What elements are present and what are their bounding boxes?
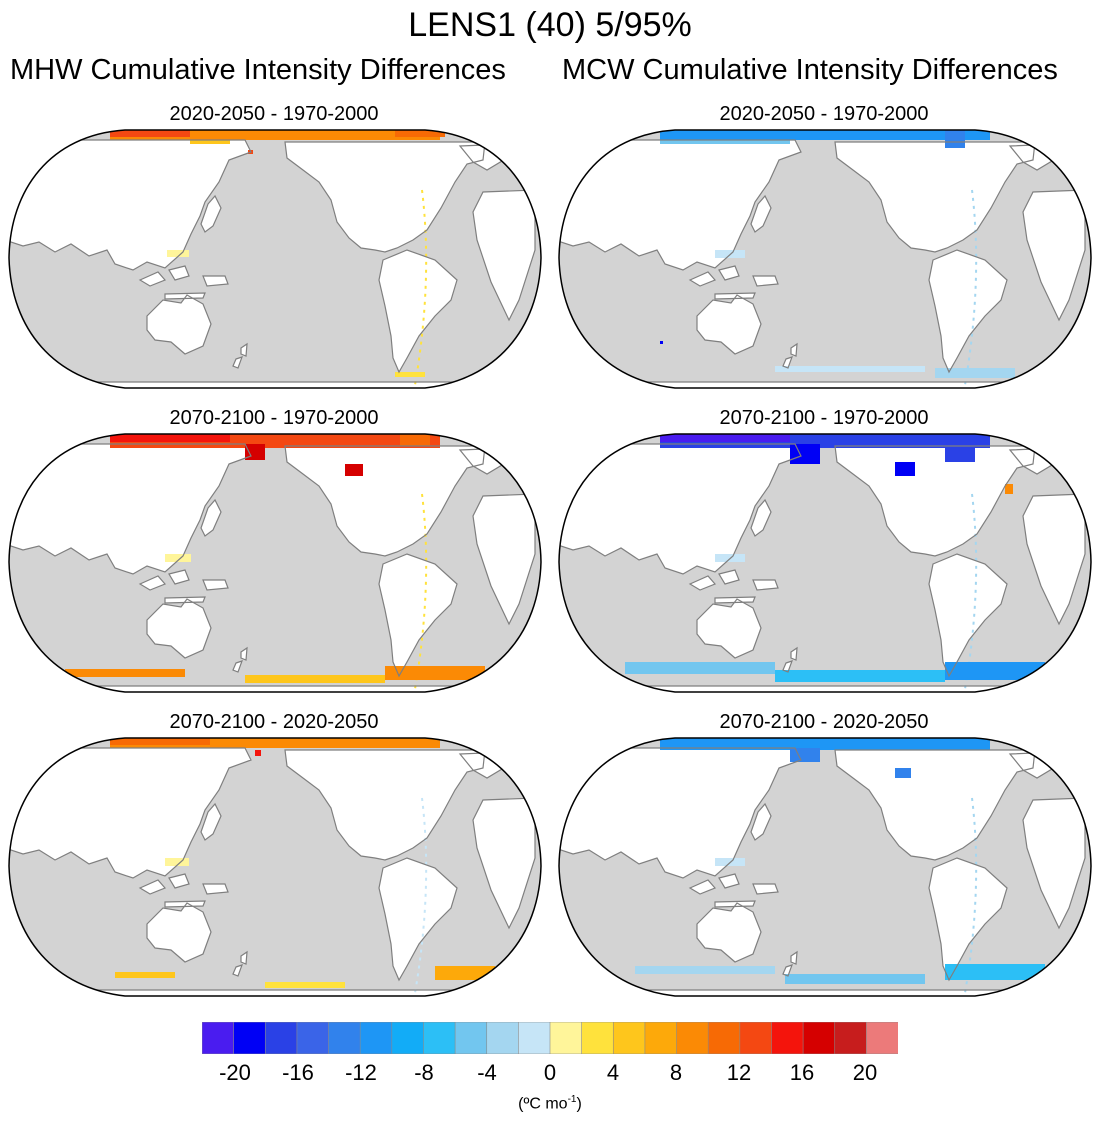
southern-ocean-anomaly: [115, 966, 495, 988]
panel-title-mhw-3: 2070-2100 - 2020-2050: [169, 711, 379, 733]
colorbar-swatch: [612, 1022, 646, 1054]
colorbar-swatch: [486, 1022, 520, 1054]
arctic-anomaly: [660, 130, 990, 148]
southern-ocean-anomaly: [625, 662, 1045, 682]
colorbar-swatch: [518, 1022, 551, 1054]
colorbar-swatch: [802, 1022, 836, 1054]
colorbar-swatch: [676, 1022, 709, 1054]
colorbar-swatch: [423, 1022, 456, 1054]
colorbar-tick-label: -12: [345, 1060, 377, 1085]
map-mhw-3: [8, 737, 542, 997]
tropical-anomaly: [165, 493, 428, 690]
mcw-column-title: MCW Cumulative Intensity Differences: [562, 54, 1058, 86]
colorbar-swatch: [454, 1022, 488, 1054]
southern-ocean-anomaly: [775, 366, 1015, 378]
colorbar-swatch: [834, 1022, 868, 1054]
colorbar-tick-label: -16: [282, 1060, 314, 1085]
globe-outline: [8, 737, 542, 997]
colorbar-swatch: [549, 1022, 583, 1054]
panel-title-mhw-1: 2020-2050 - 1970-2000: [169, 103, 379, 125]
colorbar-swatch: [644, 1022, 678, 1054]
globe-outline: [8, 129, 542, 389]
colorbar-tick-label: 8: [669, 1060, 683, 1085]
colorbar: [202, 1022, 898, 1054]
arctic-anomaly: [110, 738, 440, 756]
colorbar-swatch: [771, 1022, 804, 1054]
colorbar-swatch: [866, 1022, 898, 1054]
colorbar-swatch: [707, 1022, 741, 1054]
map-mcw-2: [558, 433, 1092, 693]
panel-title-mcw-3: 2070-2100 - 2020-2050: [719, 711, 929, 733]
arctic-anomaly: [660, 738, 990, 778]
panel-title-mcw-2: 2070-2100 - 1970-2000: [719, 407, 929, 429]
arctic-anomaly: [110, 434, 440, 476]
colorbar-swatch: [296, 1022, 330, 1054]
panel-title-mhw-2: 2070-2100 - 1970-2000: [169, 407, 379, 429]
colorbar-swatch: [202, 1022, 235, 1054]
tropical-anomaly: [167, 189, 428, 386]
southern-ocean-anomaly: [635, 964, 1045, 984]
colorbar-tick-label: 0: [543, 1060, 557, 1085]
map-mcw-1: [558, 129, 1092, 389]
globe-outline: [558, 737, 1092, 997]
southern-ocean-anomaly: [65, 666, 485, 683]
colorbar-swatch: [328, 1022, 361, 1054]
map-mhw-1: [8, 129, 542, 389]
colorbar-swatch: [264, 1022, 298, 1054]
globe-outline: [558, 433, 1092, 693]
colorbar-tick-label: -8: [414, 1060, 434, 1085]
colorbar-swatch: [359, 1022, 393, 1054]
map-mcw-3: [558, 737, 1092, 997]
colorbar-tick-label: 20: [852, 1060, 878, 1085]
colorbar-units: (ºC mo-1): [518, 1094, 582, 1113]
colorbar-tick-label: -4: [477, 1060, 497, 1085]
colorbar-swatch: [581, 1022, 615, 1054]
colorbar-tick-label: 4: [606, 1060, 620, 1085]
panel-title-mcw-1: 2020-2050 - 1970-2000: [719, 103, 929, 125]
map-mhw-2: [8, 433, 542, 693]
southern-ocean-anomaly: [395, 372, 425, 377]
colorbar-tick-label: 16: [789, 1060, 815, 1085]
colorbar-tick-label: 12: [726, 1060, 752, 1085]
globe-outline: [558, 129, 1092, 389]
colorbar-swatch: [233, 1022, 267, 1054]
globe-outline: [8, 433, 542, 693]
figure-title: LENS1 (40) 5/95%: [408, 6, 692, 44]
colorbar-swatch: [391, 1022, 425, 1054]
mhw-column-title: MHW Cumulative Intensity Differences: [10, 54, 506, 86]
colorbar-swatch: [739, 1022, 773, 1054]
colorbar-tick-label: -20: [219, 1060, 251, 1085]
tropical-anomaly: [165, 797, 428, 994]
